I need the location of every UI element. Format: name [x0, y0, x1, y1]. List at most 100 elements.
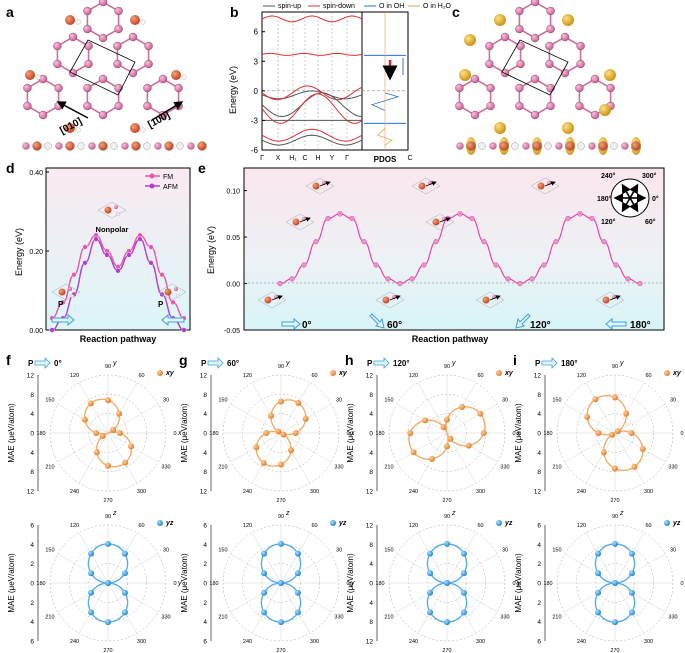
polar-point	[294, 589, 301, 596]
panel-label-e: e	[198, 160, 206, 176]
polar-spoke	[57, 582, 109, 613]
c-atom	[545, 41, 554, 51]
polar-angle-tick: 0	[173, 431, 176, 437]
polar-yz-f: 90603003303002702402101801501206420246MA…	[7, 510, 182, 653]
side-atom	[32, 141, 42, 151]
polar-ytick: 2	[30, 561, 34, 568]
polar-spoke	[280, 432, 311, 484]
side-atom	[499, 141, 509, 151]
mol-oxygen	[164, 288, 172, 296]
polar-p-label: P	[201, 359, 207, 368]
panel-label-d: d	[6, 160, 15, 176]
mae-polar-panels: f P 0° 906030033030027024021018015012012840…	[6, 352, 685, 653]
polar-axis-label: x	[516, 430, 521, 437]
a-atom	[84, 59, 93, 69]
polar-point	[444, 443, 450, 450]
c-atom	[455, 83, 464, 93]
c-atom	[530, 33, 540, 43]
pdos-label: PDOS	[374, 155, 397, 164]
e-arrow-60	[369, 313, 385, 329]
polar-ytick: 8	[369, 392, 373, 399]
mol-cell	[97, 201, 127, 219]
compass-arrow	[629, 197, 639, 213]
legend-fm: FM	[163, 174, 173, 181]
point-FM	[60, 299, 66, 305]
polar-angle-tick: 240	[70, 639, 79, 645]
polar-angle-tick: 30	[336, 548, 342, 554]
polar-point	[261, 609, 268, 616]
polar-yz-i: 90603003303002702402101801501206420246MA…	[514, 510, 685, 653]
e-ytick: 0.00	[226, 282, 240, 289]
polar-ytick: 6	[30, 523, 34, 530]
energy-point	[337, 211, 343, 217]
polar-angle-tick: 240	[577, 639, 586, 645]
polar-spoke	[446, 432, 498, 463]
mol-cell	[51, 283, 81, 301]
polar-point	[278, 619, 284, 626]
side-atom	[164, 141, 174, 151]
polar-angle-tick: 60	[311, 523, 317, 529]
mol-cell	[257, 291, 287, 309]
energy-point	[505, 276, 511, 282]
mol-dipole-arrow	[389, 295, 401, 301]
side-atom	[621, 142, 629, 150]
polar-angle-tick: 210	[45, 615, 54, 621]
polar-ytick: 0	[30, 581, 34, 588]
compass-arrow	[621, 183, 631, 199]
polar-angle-tick: 270	[610, 648, 619, 653]
polar-p-label: P	[28, 359, 34, 368]
polar-spoke	[107, 532, 138, 584]
energy-point	[457, 211, 463, 217]
panel-e-chart: 0.10 0.05 0.00 -0.05 Energy (eV) Reaction p…	[206, 167, 665, 344]
polar-angle-tick: 150	[218, 398, 227, 404]
energy-point	[625, 276, 631, 282]
c-atom	[515, 6, 524, 16]
mae-panel-f: f P 0° 906030033030027024021018015012012840…	[6, 352, 182, 653]
polar-ytick: 8	[203, 469, 207, 476]
legend-oh: O in OH	[379, 3, 404, 10]
polar-xy-h: 9060300330300270240210180150120128404812…	[346, 360, 521, 504]
polar-ytick: 6	[537, 523, 541, 530]
energy-point	[313, 239, 319, 245]
a-atom	[98, 0, 108, 7]
polar-point	[592, 396, 599, 403]
polar-point	[407, 430, 414, 436]
polar-point	[294, 550, 301, 557]
polar-spoke	[614, 382, 645, 434]
polar-axis-label: y	[350, 580, 355, 587]
side-atom	[22, 142, 30, 150]
a-atom	[23, 83, 32, 93]
polar-angle-tick: 270	[610, 498, 619, 504]
polar-point	[595, 609, 602, 616]
band-line	[261, 93, 363, 124]
direction-compass: 240° 300° 180° 0° 120° 60°	[597, 172, 659, 226]
polar-point	[278, 398, 284, 405]
c-atom	[606, 83, 615, 93]
polar-spoke	[251, 432, 282, 484]
polar-legend-yz: yz	[504, 520, 513, 527]
polar-point	[121, 570, 128, 577]
point-AFM	[137, 236, 143, 242]
a-atom	[53, 41, 62, 51]
polar-angle-tick: 60	[645, 523, 651, 529]
polar-angle-tick: 180	[375, 581, 384, 587]
polar-ytick: 0	[30, 431, 34, 438]
polar-angle-tick: 300	[137, 639, 146, 645]
polar-spoke	[251, 582, 282, 634]
a-atom	[23, 101, 32, 111]
energy-point	[349, 215, 355, 222]
c-atom	[500, 32, 510, 42]
polar-angle-tick: 240	[409, 489, 418, 495]
gold-density-atom	[562, 122, 574, 134]
polar-point	[278, 580, 284, 586]
hydrogen-atom	[35, 74, 41, 80]
side-atom	[631, 141, 641, 151]
polar-point	[105, 540, 111, 547]
polar-spoke	[585, 582, 616, 634]
polar-angle-tick: 180	[375, 431, 384, 437]
polar-point	[628, 570, 635, 577]
a-atom	[98, 110, 108, 120]
energy-point	[517, 280, 523, 287]
band-ytick: 3	[254, 57, 259, 66]
